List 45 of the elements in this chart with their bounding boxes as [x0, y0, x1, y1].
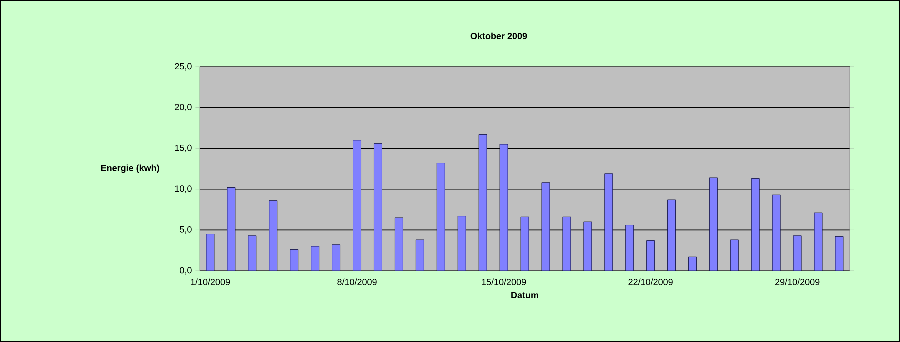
- bar: [248, 236, 257, 271]
- bar: [646, 240, 656, 271]
- bar: [227, 188, 236, 271]
- bar: [416, 240, 424, 271]
- bar: [311, 246, 320, 271]
- bar: [478, 134, 488, 271]
- bar: [269, 200, 278, 271]
- bar: [562, 216, 572, 271]
- y-tick-label: 10,0: [175, 186, 192, 194]
- bar: [500, 144, 508, 271]
- y-tick-label: 5,0: [180, 226, 192, 234]
- x-tick-label: 29/10/2009: [776, 278, 820, 286]
- bar: [772, 194, 781, 271]
- bar: [814, 212, 823, 271]
- bar: [604, 174, 614, 271]
- bar: [626, 225, 634, 271]
- bar: [730, 240, 739, 271]
- bar: [353, 140, 362, 271]
- bar: [290, 250, 299, 271]
- y-tick-label: 0,0: [180, 267, 192, 275]
- y-tick-label: 20,0: [175, 104, 192, 112]
- y-tick-label: 15,0: [175, 144, 192, 152]
- bar: [458, 216, 466, 271]
- x-tick-label: 15/10/2009: [482, 278, 526, 286]
- bar: [668, 200, 676, 271]
- x-axis-title: Datum: [512, 292, 538, 299]
- bar: [374, 143, 382, 271]
- x-tick-label: 8/10/2009: [338, 278, 377, 286]
- bar: [751, 178, 760, 271]
- chart-title: Oktober 2009: [470, 32, 528, 40]
- bar: [394, 218, 404, 271]
- bar: [688, 256, 697, 271]
- bar: [206, 234, 215, 271]
- bar: [793, 236, 802, 271]
- bar: [710, 178, 718, 271]
- x-tick-label: 1/10/2009: [191, 278, 230, 286]
- y-tick-label: 25,0: [175, 63, 192, 71]
- bar: [835, 236, 844, 271]
- bar: [332, 244, 340, 271]
- bar: [520, 216, 530, 271]
- bar: [584, 222, 592, 271]
- y-axis-title: Energie (kwh): [101, 164, 160, 174]
- bar: [436, 163, 446, 271]
- x-tick-label: 22/10/2009: [628, 278, 673, 286]
- bar: [542, 182, 550, 271]
